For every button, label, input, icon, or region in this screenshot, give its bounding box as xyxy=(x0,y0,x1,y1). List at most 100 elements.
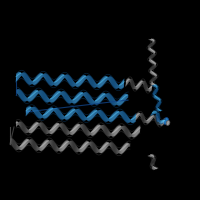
Polygon shape xyxy=(158,121,159,125)
Polygon shape xyxy=(131,79,133,86)
Polygon shape xyxy=(161,119,164,124)
Polygon shape xyxy=(152,115,153,119)
Polygon shape xyxy=(37,122,38,127)
Polygon shape xyxy=(148,88,149,91)
Polygon shape xyxy=(105,142,106,150)
Polygon shape xyxy=(152,167,156,169)
Polygon shape xyxy=(121,111,122,116)
Polygon shape xyxy=(152,85,157,86)
Polygon shape xyxy=(141,80,142,85)
Polygon shape xyxy=(70,99,71,103)
Polygon shape xyxy=(150,85,151,91)
Polygon shape xyxy=(160,120,162,123)
Polygon shape xyxy=(56,91,57,100)
Polygon shape xyxy=(118,100,119,106)
Polygon shape xyxy=(98,82,99,88)
Polygon shape xyxy=(122,80,123,88)
Polygon shape xyxy=(156,114,159,119)
Polygon shape xyxy=(136,85,137,90)
Polygon shape xyxy=(150,163,154,165)
Polygon shape xyxy=(153,167,157,169)
Polygon shape xyxy=(150,61,154,62)
Polygon shape xyxy=(159,121,161,123)
Polygon shape xyxy=(142,81,143,84)
Polygon shape xyxy=(103,77,104,85)
Polygon shape xyxy=(144,81,145,86)
Polygon shape xyxy=(152,167,155,168)
Polygon shape xyxy=(55,92,56,101)
Polygon shape xyxy=(73,127,74,134)
Polygon shape xyxy=(159,120,161,123)
Polygon shape xyxy=(155,116,156,121)
Polygon shape xyxy=(150,163,154,165)
Polygon shape xyxy=(153,158,155,159)
Polygon shape xyxy=(150,115,152,121)
Polygon shape xyxy=(153,158,155,159)
Polygon shape xyxy=(76,146,77,152)
Polygon shape xyxy=(145,82,146,89)
Polygon shape xyxy=(154,90,158,91)
Polygon shape xyxy=(140,113,141,116)
Polygon shape xyxy=(66,127,67,135)
Polygon shape xyxy=(71,141,72,147)
Polygon shape xyxy=(142,81,143,84)
Polygon shape xyxy=(30,79,31,85)
Polygon shape xyxy=(122,95,123,104)
Polygon shape xyxy=(154,86,157,87)
Polygon shape xyxy=(141,80,142,85)
Polygon shape xyxy=(153,93,156,94)
Polygon shape xyxy=(148,118,149,124)
Polygon shape xyxy=(156,117,157,123)
Polygon shape xyxy=(143,81,144,85)
Polygon shape xyxy=(151,161,155,163)
Polygon shape xyxy=(149,58,152,59)
Polygon shape xyxy=(155,115,156,121)
Polygon shape xyxy=(158,119,160,122)
Polygon shape xyxy=(160,120,163,124)
Polygon shape xyxy=(156,104,161,105)
Polygon shape xyxy=(83,124,84,131)
Polygon shape xyxy=(152,167,155,168)
Polygon shape xyxy=(137,113,138,119)
Polygon shape xyxy=(151,164,154,166)
Polygon shape xyxy=(24,125,25,132)
Polygon shape xyxy=(156,108,159,109)
Polygon shape xyxy=(157,117,160,121)
Polygon shape xyxy=(152,166,154,167)
Polygon shape xyxy=(151,111,154,115)
Polygon shape xyxy=(156,112,158,115)
Polygon shape xyxy=(143,116,144,123)
Polygon shape xyxy=(137,83,138,90)
Polygon shape xyxy=(156,98,160,99)
Polygon shape xyxy=(24,140,25,148)
Polygon shape xyxy=(156,112,157,114)
Polygon shape xyxy=(77,81,78,87)
Polygon shape xyxy=(153,168,157,170)
Polygon shape xyxy=(161,121,162,126)
Polygon shape xyxy=(55,123,56,131)
Polygon shape xyxy=(68,75,69,83)
Polygon shape xyxy=(139,81,141,87)
Polygon shape xyxy=(123,80,124,88)
Polygon shape xyxy=(162,119,165,124)
Polygon shape xyxy=(128,78,129,83)
Polygon shape xyxy=(103,125,104,132)
Polygon shape xyxy=(133,116,134,123)
Polygon shape xyxy=(151,156,154,157)
Polygon shape xyxy=(157,117,160,121)
Polygon shape xyxy=(159,121,160,122)
Polygon shape xyxy=(157,118,160,121)
Polygon shape xyxy=(25,139,26,147)
Polygon shape xyxy=(51,107,52,113)
Polygon shape xyxy=(102,111,103,119)
Polygon shape xyxy=(86,92,87,99)
Polygon shape xyxy=(131,79,132,85)
Polygon shape xyxy=(106,94,107,97)
Polygon shape xyxy=(154,97,158,98)
Polygon shape xyxy=(142,114,143,120)
Polygon shape xyxy=(132,133,133,137)
Polygon shape xyxy=(156,107,158,108)
Polygon shape xyxy=(151,164,154,166)
Polygon shape xyxy=(161,120,163,124)
Polygon shape xyxy=(158,110,162,111)
